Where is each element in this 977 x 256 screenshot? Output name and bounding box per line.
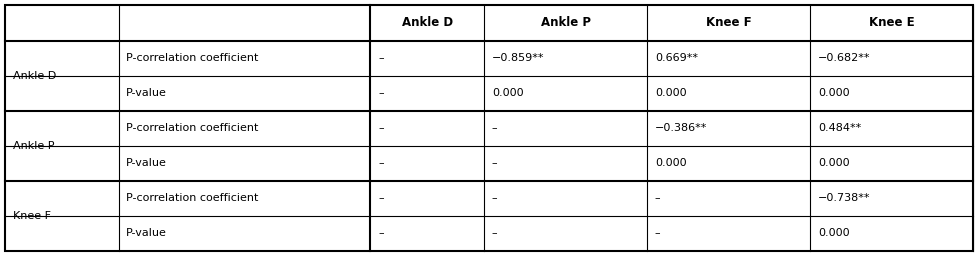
Text: 0.000: 0.000 (655, 158, 686, 168)
Text: Ankle D: Ankle D (402, 16, 452, 29)
Text: 0.000: 0.000 (817, 228, 849, 238)
Text: 0.000: 0.000 (491, 88, 523, 98)
Text: −0.738**: −0.738** (817, 193, 870, 203)
Text: –: – (378, 53, 384, 63)
Text: –: – (378, 228, 384, 238)
Text: Knee E: Knee E (868, 16, 913, 29)
Text: P-value: P-value (126, 88, 167, 98)
Text: –: – (491, 193, 497, 203)
Text: 0.669**: 0.669** (655, 53, 698, 63)
Text: 0.000: 0.000 (817, 158, 849, 168)
Text: P-correlation coefficient: P-correlation coefficient (126, 123, 259, 133)
Text: –: – (378, 193, 384, 203)
Text: −0.682**: −0.682** (817, 53, 870, 63)
Text: –: – (491, 123, 497, 133)
Text: P-correlation coefficient: P-correlation coefficient (126, 53, 259, 63)
Text: −0.386**: −0.386** (655, 123, 706, 133)
Text: Knee F: Knee F (705, 16, 750, 29)
Text: 0.000: 0.000 (655, 88, 686, 98)
Text: –: – (491, 158, 497, 168)
Text: –: – (655, 228, 659, 238)
Text: P-correlation coefficient: P-correlation coefficient (126, 193, 259, 203)
Text: –: – (378, 88, 384, 98)
Text: P-value: P-value (126, 228, 167, 238)
Text: –: – (378, 123, 384, 133)
Text: P-value: P-value (126, 158, 167, 168)
Text: Ankle P: Ankle P (13, 141, 54, 151)
Text: Ankle D: Ankle D (13, 71, 56, 81)
Text: –: – (491, 228, 497, 238)
Text: 0.484**: 0.484** (817, 123, 861, 133)
Text: –: – (378, 158, 384, 168)
Text: −0.859**: −0.859** (491, 53, 544, 63)
Text: Knee F: Knee F (13, 211, 51, 221)
Text: Ankle P: Ankle P (540, 16, 590, 29)
Text: 0.000: 0.000 (817, 88, 849, 98)
Text: –: – (655, 193, 659, 203)
